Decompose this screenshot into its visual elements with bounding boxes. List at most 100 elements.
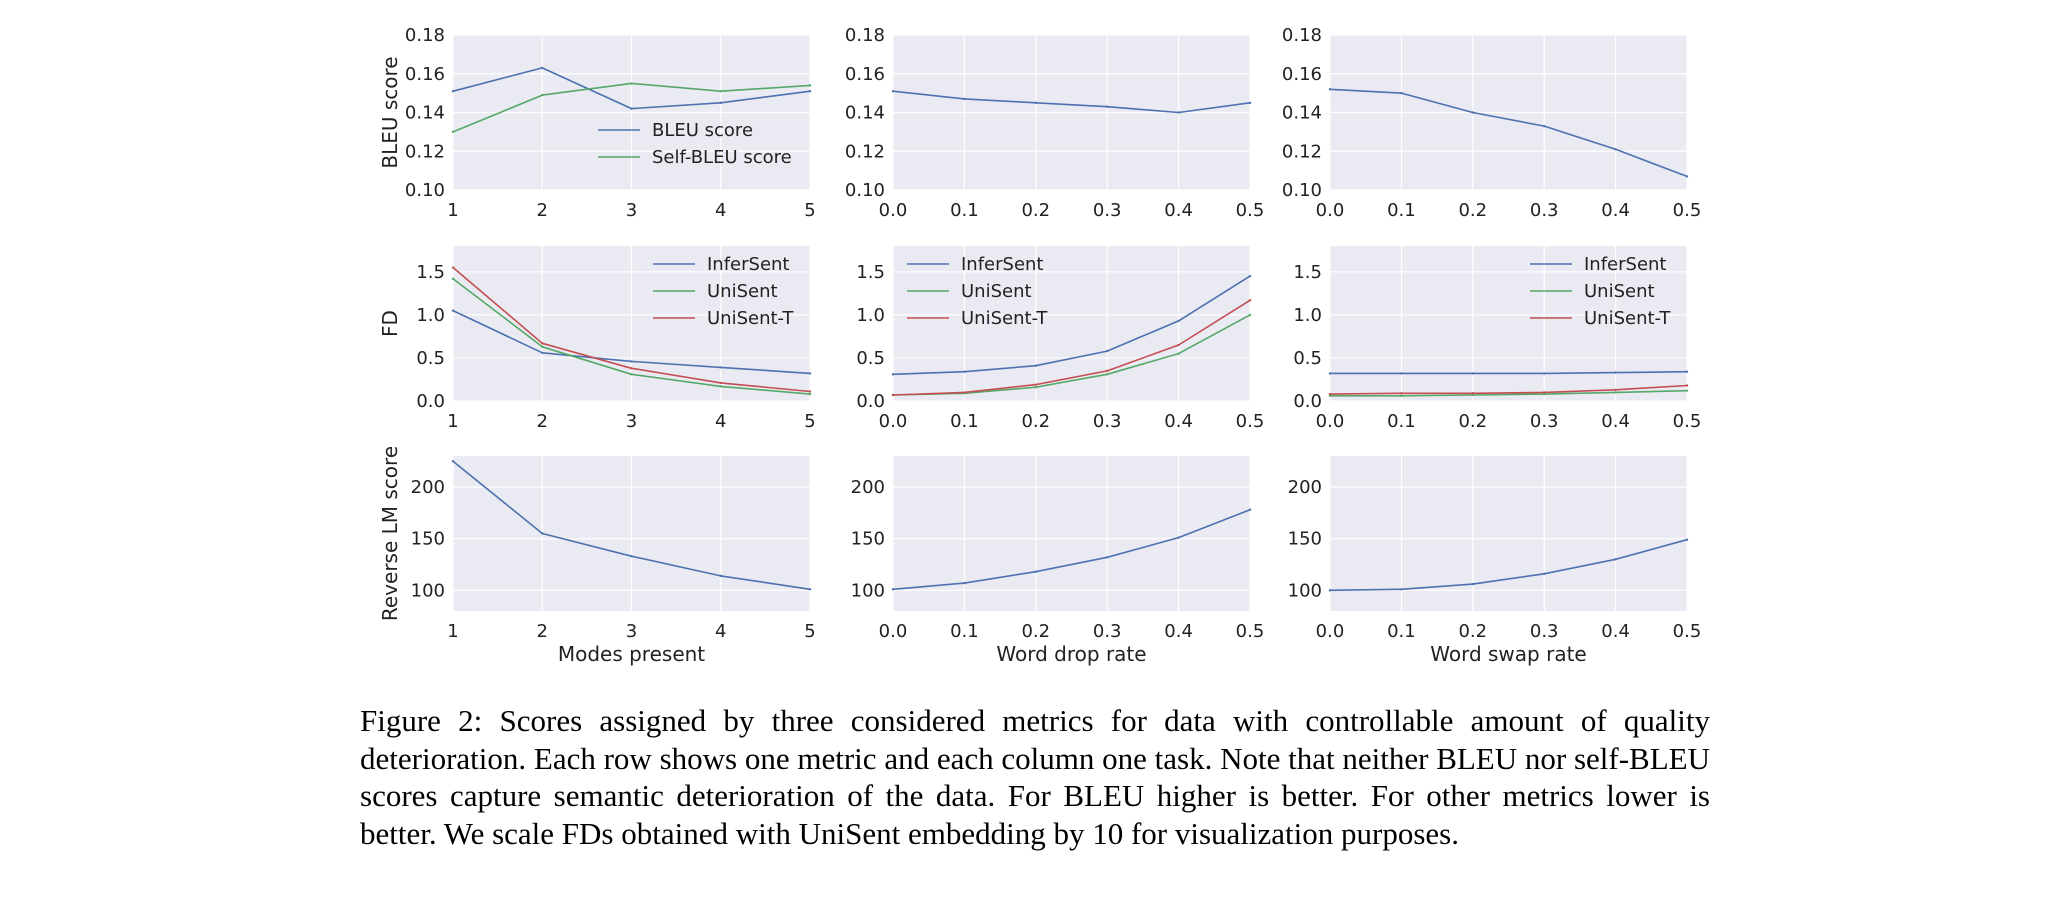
subplot-2-1: 1 2 3 4 5 0.0 0.5 1.0 1.5 FD InferSent UniSent UniSe… [378,246,816,432]
data-point [1177,111,1180,114]
data-point [1471,393,1475,397]
y-tick-label: 0.10 [1282,180,1322,201]
subplot-2-2: 0.0 0.1 0.2 0.3 0.4 0.5 0.0 0.5 1.0 1.5 InferSent U… [856,246,1264,432]
y-tick-label: 0.0 [1293,391,1322,412]
data-point [541,342,544,345]
x-tick-label: 0.3 [1093,621,1122,642]
x-tick-label: 0.5 [1673,411,1702,432]
data-point [1471,111,1475,114]
data-point [808,89,812,93]
data-point [963,391,966,394]
data-point [1328,88,1332,91]
data-point [808,84,812,87]
x-tick-label: 2 [537,200,548,221]
x-tick-label: 4 [715,200,726,221]
subplot-1-2: 0.0 0.1 0.2 0.3 0.4 0.5 0.10 0.12 0.14 0.16 0.18 [845,25,1264,221]
legend-label: InferSent [707,254,790,275]
data-point [891,393,895,397]
y-tick-label: 0.14 [845,103,885,124]
data-point [1034,364,1038,367]
x-tick-label: 0.4 [1164,621,1193,642]
series-line-1 [892,275,1251,376]
x-tick-label: 0.3 [1530,200,1559,221]
x-tick-label: 5 [804,411,815,432]
data-point [1034,570,1038,573]
data-point [1471,372,1475,375]
data-point [1328,394,1332,398]
data-point [1248,313,1252,317]
data-point [630,360,633,363]
y-tick-label: 0.18 [845,25,885,46]
subplot-3-3: 0.0 0.1 0.2 0.3 0.4 0.5 100 150 200 Word swap rat… [1288,456,1701,666]
subplot-2-3: 0.0 0.1 0.2 0.3 0.4 0.5 0.0 0.5 1.0 1.5 InferSent U… [1293,246,1701,432]
data-point [891,89,895,93]
x-tick-label: 0.4 [1601,621,1630,642]
data-point [963,97,966,101]
data-point [719,89,722,93]
y-tick-label: 1.5 [416,262,445,283]
data-point [1034,383,1038,386]
data-point [808,588,812,591]
data-point [963,581,966,585]
data-point [1614,391,1617,394]
subplot-1-3: 0.0 0.1 0.2 0.3 0.4 0.5 0.10 0.12 0.14 0.16 0.18 [1282,25,1701,221]
data-point [1034,101,1038,105]
data-point [1685,175,1689,178]
y-tick-label: 0.12 [405,141,445,162]
data-point [1106,105,1109,108]
y-tick-label: 0.5 [856,348,885,369]
data-point [630,367,633,370]
x-tick-label: 0.1 [950,411,979,432]
x-tick-label: 0.3 [1093,200,1122,221]
data-point [630,107,633,110]
legend-label: UniSent-T [707,308,794,329]
x-tick-label: 3 [626,621,637,642]
data-point [1400,392,1403,395]
data-point [1400,588,1403,591]
data-point [1177,352,1180,355]
data-point [1614,388,1617,392]
data-point [541,66,544,70]
x-tick-label: 3 [626,200,637,221]
legend-label: UniSent-T [961,308,1048,329]
data-point [451,309,455,312]
y-tick-label: 1.0 [1293,305,1322,326]
data-point [451,266,455,269]
legend-label: Self-BLEU score [652,147,792,168]
y-tick-label: 100 [1288,580,1322,601]
y-tick-label: 1.0 [856,305,885,326]
data-point [1177,536,1180,539]
legend: InferSent UniSent UniSent-T [907,254,1048,329]
y-tick-label: 0.18 [1282,25,1322,46]
data-point [630,82,633,85]
data-point [451,459,455,463]
y-tick-label: 150 [851,529,885,550]
x-tick-label: 0.1 [950,200,979,221]
x-tick-label: 2 [537,621,548,642]
data-point [451,277,455,280]
y-tick-label: 0.18 [405,25,445,46]
x-tick-label: 1 [447,411,458,432]
data-point [1471,582,1475,586]
data-point [1106,369,1109,373]
series-line-1 [892,508,1251,591]
data-point [1543,392,1546,396]
x-tick-label: 0.4 [1601,411,1630,432]
data-point [1177,319,1180,323]
data-point [808,392,812,396]
data-point [1685,538,1689,541]
legend-label: BLEU score [652,120,753,141]
data-point [1328,372,1332,375]
x-tick-label: 0.0 [879,200,908,221]
data-point [1614,148,1617,151]
y-tick-label: 0.12 [1282,141,1322,162]
subplot-3-2: 0.0 0.1 0.2 0.3 0.4 0.5 100 150 200 Word drop rat… [851,456,1264,666]
x-axis-label: Word drop rate [996,642,1146,666]
data-point [719,381,722,385]
y-tick-label: 200 [411,477,445,498]
y-tick-label: 0.10 [405,180,445,201]
x-tick-label: 5 [804,621,815,642]
x-tick-label: 0.0 [1316,200,1345,221]
